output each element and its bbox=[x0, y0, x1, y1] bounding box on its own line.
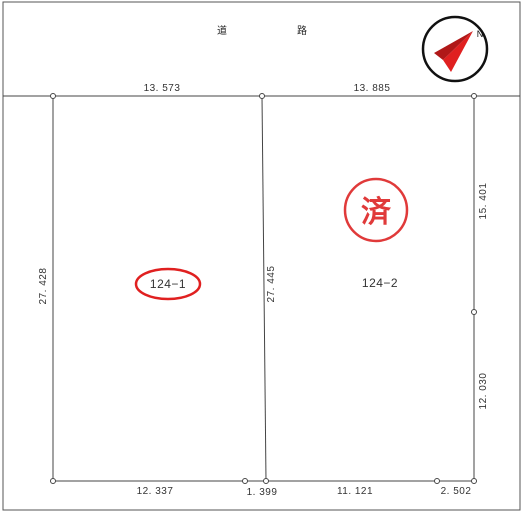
dimension-middle-line: 27. 445 bbox=[266, 266, 277, 303]
dimension-bottom-4: 2. 502 bbox=[441, 486, 472, 497]
marker bbox=[259, 93, 265, 99]
boundary-markers bbox=[50, 93, 477, 484]
stamp-text: 済 bbox=[361, 195, 392, 230]
dimension-bottom-3: 11. 121 bbox=[337, 486, 373, 497]
parcel-highlight-ellipse bbox=[134, 267, 202, 301]
dimension-top-left: 13. 573 bbox=[144, 83, 181, 94]
dimension-top-right: 13. 885 bbox=[354, 83, 391, 94]
marker bbox=[471, 309, 477, 315]
dimension-bottom-1: 12. 337 bbox=[137, 486, 174, 497]
marker bbox=[471, 478, 477, 484]
marker bbox=[471, 93, 477, 99]
dimension-right-upper: 15. 401 bbox=[478, 183, 489, 220]
compass-needle-shadow bbox=[434, 31, 473, 60]
parcel-label-124-2: 124−2 bbox=[362, 276, 398, 290]
dimension-left-side: 27. 428 bbox=[38, 268, 49, 305]
completed-stamp: 済 bbox=[343, 177, 409, 243]
dimension-bottom-2: 1. 399 bbox=[247, 487, 278, 498]
road-label-char-1: 道 bbox=[217, 24, 227, 37]
lot-boundaries bbox=[52, 95, 475, 482]
parcel-label-124-1: 124−1 bbox=[150, 277, 186, 291]
dimension-right-lower: 12. 030 bbox=[478, 373, 489, 410]
stamp-ring bbox=[343, 177, 409, 243]
marker bbox=[242, 478, 248, 484]
compass-needle bbox=[443, 31, 473, 72]
marker bbox=[50, 478, 56, 484]
marker bbox=[263, 478, 269, 484]
boundary-middle bbox=[261, 95, 267, 482]
road-label-char-2: 路 bbox=[297, 24, 307, 37]
marker bbox=[434, 478, 440, 484]
marker bbox=[50, 93, 56, 99]
compass-north-letter: N bbox=[477, 29, 484, 39]
north-compass-icon: N bbox=[421, 15, 489, 83]
